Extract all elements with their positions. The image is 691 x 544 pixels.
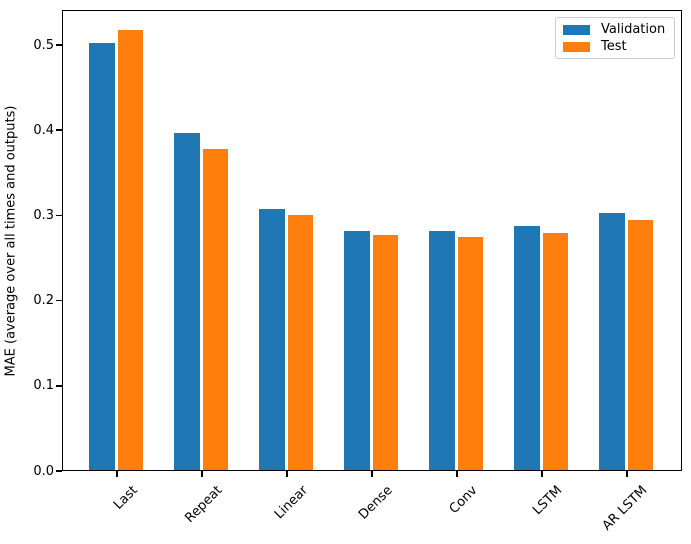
x-tick-label-text: Last [110, 483, 141, 513]
x-tick-mark [456, 471, 458, 477]
y-tick-label: 0.5 [33, 37, 54, 53]
legend-label-validation: Validation [601, 22, 666, 37]
x-tick-mark [626, 471, 628, 477]
y-axis-label: MAE (average over all times and outputs) [3, 105, 19, 377]
y-tick-label: 0.4 [33, 122, 54, 138]
bar-test-conv [457, 236, 484, 470]
legend-swatch-validation [563, 24, 590, 35]
y-tick-mark [56, 129, 62, 132]
y-tick-mark [56, 214, 62, 217]
x-tick-label-text: LSTM [530, 483, 566, 519]
y-tick-label: 0.2 [33, 293, 54, 309]
bar-validation-last [89, 43, 115, 470]
y-tick-mark [56, 384, 62, 387]
x-tick-mark [116, 471, 118, 477]
bar-validation-linear [259, 209, 285, 470]
y-tick-mark [56, 470, 62, 472]
legend-label-test: Test [601, 39, 627, 54]
y-tick-label: 0.3 [33, 207, 54, 223]
bar-test-last [117, 30, 144, 470]
x-tick-label-text: Repeat [182, 483, 226, 526]
x-tick-label-text: AR LSTM [599, 483, 651, 534]
bar-test-dense [372, 234, 399, 470]
legend-item-validation: Validation [556, 22, 674, 37]
plot-area [62, 10, 682, 471]
legend: Validation Test [555, 17, 675, 59]
x-tick-mark [541, 471, 543, 477]
bar-test-ar-lstm [627, 219, 654, 470]
y-tick-label: 0.1 [33, 378, 54, 394]
x-tick-label-text: Conv [446, 483, 481, 517]
x-tick-mark [371, 471, 373, 477]
bar-validation-dense [344, 230, 370, 470]
bar-validation-conv [429, 231, 455, 470]
x-tick-mark [201, 471, 203, 477]
legend-swatch-test [563, 41, 590, 52]
bar-test-repeat [202, 148, 229, 470]
bar-validation-ar-lstm [599, 212, 625, 470]
legend-item-test: Test [556, 39, 674, 54]
x-tick-label-text: Linear [271, 483, 311, 523]
bar-validation-repeat [174, 133, 200, 470]
x-tick-mark [286, 471, 288, 477]
y-tick-mark [56, 44, 62, 46]
bars-layer [63, 11, 681, 470]
y-tick-label: 0.0 [33, 463, 54, 479]
bar-test-lstm [542, 233, 569, 470]
bar-test-linear [287, 215, 314, 470]
x-tick-label-text: Dense [355, 483, 396, 523]
bar-validation-lstm [514, 226, 540, 470]
y-tick-mark [56, 299, 62, 302]
